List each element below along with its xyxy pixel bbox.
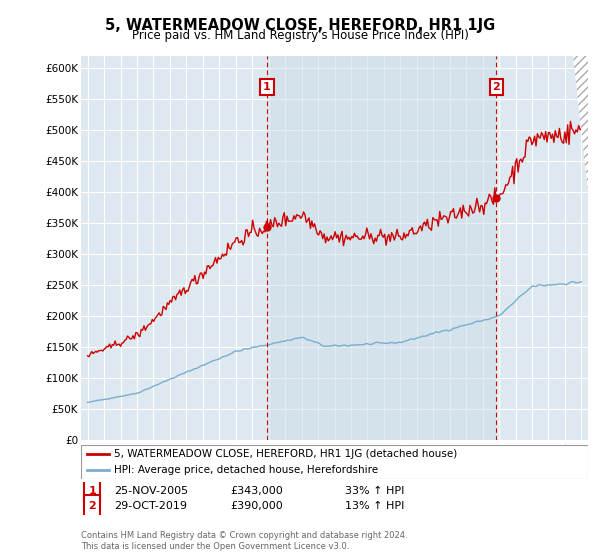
- Text: £343,000: £343,000: [230, 486, 283, 496]
- Text: 13% ↑ HPI: 13% ↑ HPI: [344, 501, 404, 511]
- Bar: [267, 56, 496, 440]
- Text: HPI: Average price, detached house, Herefordshire: HPI: Average price, detached house, Here…: [114, 465, 378, 475]
- Text: 1: 1: [88, 486, 96, 496]
- Text: 25-NOV-2005: 25-NOV-2005: [114, 486, 188, 496]
- Text: 29-OCT-2019: 29-OCT-2019: [114, 501, 187, 511]
- Text: 33% ↑ HPI: 33% ↑ HPI: [344, 486, 404, 496]
- Text: 1: 1: [263, 82, 271, 92]
- Text: £390,000: £390,000: [230, 501, 283, 511]
- Text: 5, WATERMEADOW CLOSE, HEREFORD, HR1 1JG (detached house): 5, WATERMEADOW CLOSE, HEREFORD, HR1 1JG …: [114, 449, 457, 459]
- FancyBboxPatch shape: [84, 480, 100, 502]
- Text: Contains HM Land Registry data © Crown copyright and database right 2024.: Contains HM Land Registry data © Crown c…: [81, 531, 407, 540]
- Text: This data is licensed under the Open Government Licence v3.0.: This data is licensed under the Open Gov…: [81, 542, 349, 551]
- Text: 2: 2: [88, 501, 96, 511]
- Polygon shape: [573, 56, 588, 192]
- Text: 2: 2: [493, 82, 500, 92]
- FancyBboxPatch shape: [84, 495, 100, 517]
- Text: Price paid vs. HM Land Registry's House Price Index (HPI): Price paid vs. HM Land Registry's House …: [131, 29, 469, 42]
- Text: 5, WATERMEADOW CLOSE, HEREFORD, HR1 1JG: 5, WATERMEADOW CLOSE, HEREFORD, HR1 1JG: [105, 18, 495, 33]
